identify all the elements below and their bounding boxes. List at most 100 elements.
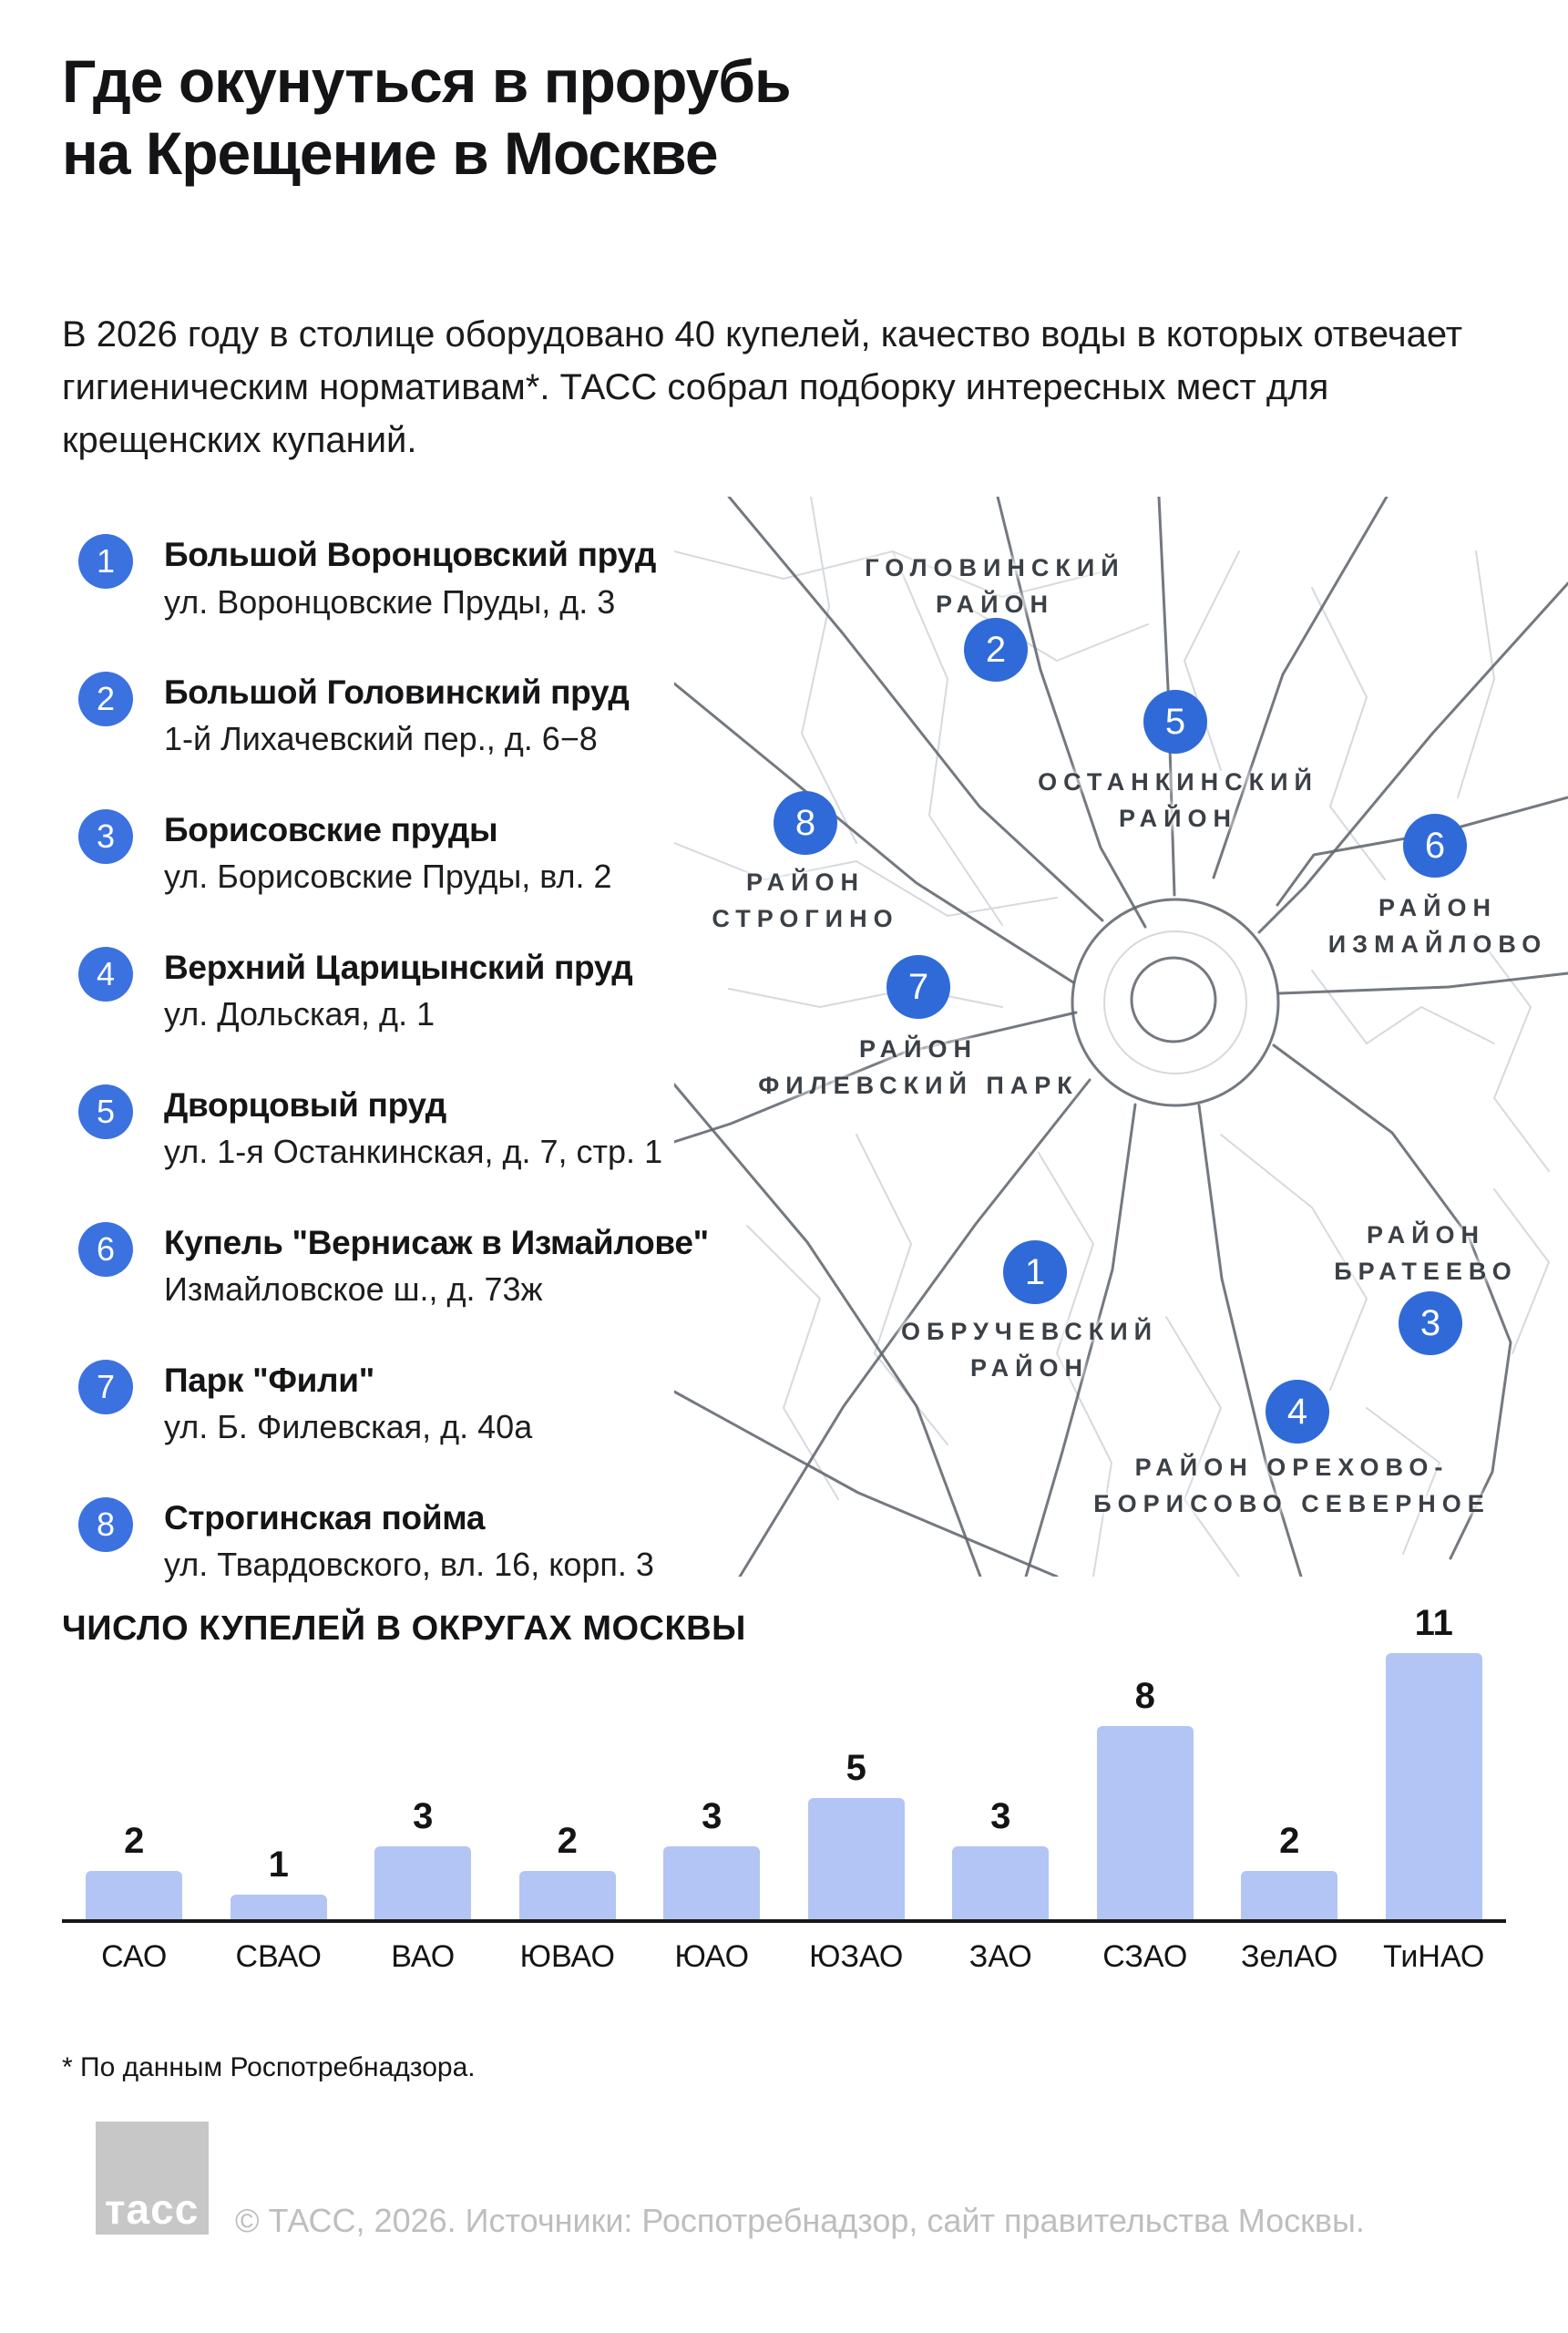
district-label-line: ОБРУЧЕВСКИЙ xyxy=(900,1318,1159,1345)
district-label-line: ИЗМАЙЛОВО xyxy=(1327,930,1548,958)
location-item: 3 Борисовские пруды ул. Борисовские Пруды,… xyxy=(78,808,716,896)
location-text: Парк "Фили" ул. Б. Филевская, д. 40а xyxy=(164,1360,532,1446)
location-number-badge: 3 xyxy=(78,808,133,864)
tass-logo: тасс xyxy=(96,2122,209,2235)
chart-bar-value: 2 xyxy=(1279,1821,1300,1861)
map-marker: 8 xyxy=(774,791,837,855)
district-label: РАЙОН СТРОГИНО xyxy=(712,864,898,937)
district-label-line: РАЙОН xyxy=(1378,894,1498,921)
location-address: Измайловское ш., д. 73ж xyxy=(164,1270,543,1309)
chart-category-label: ЮЗАО xyxy=(809,1939,904,1974)
map-marker: 5 xyxy=(1143,690,1207,754)
location-text: Купель "Вернисаж в Измайлове" Измайловско… xyxy=(164,1222,709,1309)
district-label-line: ФИЛЕВСКИЙ ПАРК xyxy=(758,1072,1079,1099)
locations-list: 1 Большой Воронцовский пруд ул. Воронцовск… xyxy=(78,534,716,1635)
roads-major-group xyxy=(674,497,1568,1577)
chart-bar xyxy=(86,1871,183,1919)
location-name: Борисовские пруды xyxy=(164,810,498,848)
district-label: РАЙОН ОРЕХОВО- БОРИСОВО СЕВЕРНОЕ xyxy=(1093,1449,1491,1522)
map-marker: 6 xyxy=(1403,814,1467,878)
location-name: Строгинская пойма xyxy=(164,1498,486,1536)
district-label-line: ГОЛОВИНСКИЙ xyxy=(865,554,1125,581)
chart-category-labels: САО СВАО ВАО ЮВАО ЮАО ЮЗАО ЗАО СЗАО ЗелАО ТиНАО xyxy=(62,1939,1506,1981)
location-number-badge: 2 xyxy=(78,671,133,726)
location-address: 1-й Лихачевский пер., д. 6−8 xyxy=(164,720,598,758)
chart-bar-value: 3 xyxy=(702,1796,723,1836)
district-label-line: БОРИСОВО СЕВЕРНОЕ xyxy=(1093,1490,1491,1517)
bar-chart: 2 1 3 2 3 5 3 8 2 11 xyxy=(62,1603,1506,1919)
location-text: Верхний Царицынский пруд ул. Дольская, д.… xyxy=(164,947,633,1033)
location-number-badge: 8 xyxy=(78,1496,133,1552)
district-label-line: СТРОГИНО xyxy=(712,905,899,932)
location-item: 7 Парк "Фили" ул. Б. Филевская, д. 40а xyxy=(78,1359,716,1446)
chart-category-label: ЗАО xyxy=(968,1939,1032,1974)
district-label-line: РАЙОН xyxy=(1366,1221,1486,1249)
location-item: 8 Строгинская пойма ул. Твардовского, вл. … xyxy=(78,1496,716,1584)
chart-category-label: ЗелАО xyxy=(1240,1939,1338,1974)
chart-bar xyxy=(663,1846,761,1919)
map-marker: 2 xyxy=(964,618,1028,682)
district-label-line: РАЙОН xyxy=(969,1354,1090,1382)
chart-bar-value: 11 xyxy=(1414,1603,1453,1643)
chart-bar xyxy=(1096,1726,1194,1919)
location-name: Парк "Фили" xyxy=(164,1361,374,1399)
chart-axis-line xyxy=(62,1919,1506,1923)
chart-bar-value: 8 xyxy=(1134,1676,1155,1716)
chart-bar-value: 1 xyxy=(268,1845,289,1885)
chart-bar xyxy=(518,1871,616,1919)
map-marker: 7 xyxy=(886,955,950,1019)
chart-title: ЧИСЛО КУПЕЛЕЙ В ОКРУГАХ МОСКВЫ xyxy=(62,1609,746,1648)
chart-bar-value: 2 xyxy=(557,1821,578,1861)
location-address: ул. Б. Филевская, д. 40а xyxy=(164,1408,533,1446)
district-label-line: РАЙОН xyxy=(858,1035,979,1063)
chart-bar-value: 3 xyxy=(413,1796,434,1836)
district-label: ОБРУЧЕВСКИЙ РАЙОН xyxy=(901,1313,1158,1386)
chart-bar-value: 2 xyxy=(124,1821,145,1861)
location-text: Строгинская пойма ул. Твардовского, вл. 1… xyxy=(164,1497,654,1584)
location-number-badge: 6 xyxy=(78,1221,133,1277)
chart-bar-value: 5 xyxy=(845,1748,866,1788)
district-label-line: ОСТАНКИНСКИЙ xyxy=(1038,768,1318,796)
district-label: ГОЛОВИНСКИЙ РАЙОН xyxy=(865,550,1124,622)
district-label: РАЙОН ИЗМАЙЛОВО xyxy=(1328,889,1548,962)
district-label: ОСТАНКИНСКИЙ РАЙОН xyxy=(1038,764,1318,837)
district-label-line: РАЙОН ОРЕХОВО- xyxy=(1134,1454,1450,1481)
district-label-line: РАЙОН xyxy=(1118,805,1238,832)
location-item: 2 Большой Головинский пруд 1-й Лихачевский… xyxy=(78,671,716,758)
chart-bar xyxy=(230,1895,327,1919)
district-label-line: РАЙОН xyxy=(935,591,1055,618)
map-marker: 3 xyxy=(1399,1291,1462,1355)
chart-category-label: СЗАО xyxy=(1102,1939,1188,1974)
location-item: 4 Верхний Царицынский пруд ул. Дольская, д… xyxy=(78,946,716,1033)
district-label: РАЙОН ФИЛЕВСКИЙ ПАРК xyxy=(758,1031,1079,1104)
location-name: Купель "Вернисаж в Измайлове" xyxy=(164,1223,709,1261)
location-text: Дворцовый пруд ул. 1-я Останкинская, д. 7… xyxy=(164,1084,662,1171)
location-item: 1 Большой Воронцовский пруд ул. Воронцовск… xyxy=(78,534,716,621)
footnote: * По данным Роспотребнадзора. xyxy=(62,2052,476,2082)
chart-bar xyxy=(1385,1653,1482,1919)
location-name: Дворцовый пруд xyxy=(164,1085,446,1124)
location-name: Верхний Царицынский пруд xyxy=(164,948,633,986)
location-text: Большой Головинский пруд 1-й Лихачевский … xyxy=(164,672,630,758)
chart-bar xyxy=(374,1846,472,1919)
chart-category-label: ВАО xyxy=(391,1939,456,1974)
tass-logo-text: тасс xyxy=(105,2184,200,2233)
map-marker: 4 xyxy=(1266,1380,1329,1444)
chart-category-label: САО xyxy=(101,1939,168,1974)
location-number-badge: 5 xyxy=(78,1084,133,1139)
district-label-line: БРАТЕЕВО xyxy=(1334,1258,1518,1285)
chart-bar-value: 3 xyxy=(990,1796,1011,1836)
footer-credit: © ТАСС, 2026. Источники: Роспотребнадзор… xyxy=(235,2202,1365,2239)
page-title-line2: на Крещение в Москве xyxy=(62,119,719,188)
location-text: Большой Воронцовский пруд ул. Воронцовски… xyxy=(164,534,656,621)
page-title: Где окунуться в прорубь на Крещение в Мо… xyxy=(62,46,792,190)
location-address: ул. 1-я Останкинская, д. 7, стр. 1 xyxy=(164,1133,663,1171)
page-title-line1: Где окунуться в прорубь xyxy=(62,47,792,115)
location-number-badge: 1 xyxy=(78,534,133,589)
chart-bar xyxy=(1241,1871,1338,1919)
location-item: 6 Купель "Вернисаж в Измайлове" Измайловск… xyxy=(78,1221,716,1309)
location-name: Большой Воронцовский пруд xyxy=(164,536,657,573)
location-item: 5 Дворцовый пруд ул. 1-я Останкинская, д. … xyxy=(78,1084,716,1171)
location-text: Борисовские пруды ул. Борисовские Пруды, … xyxy=(164,809,612,896)
